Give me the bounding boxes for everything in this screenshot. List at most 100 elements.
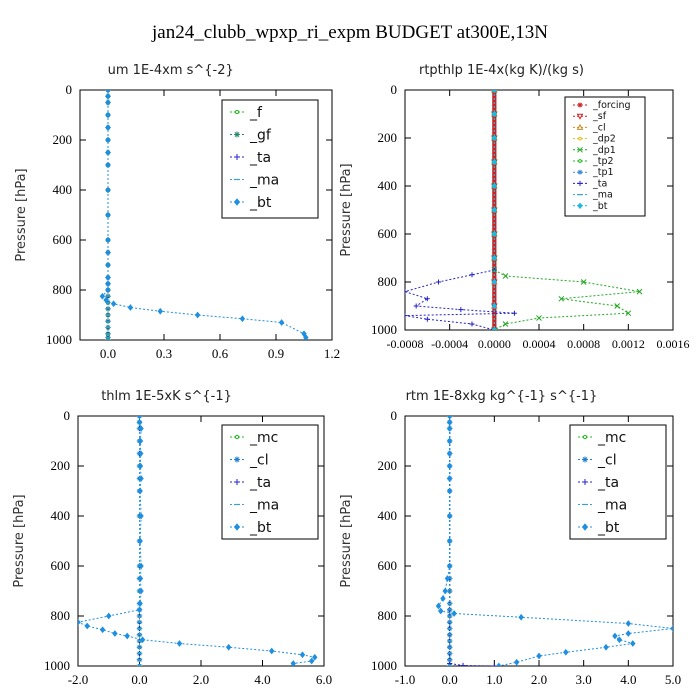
- y-tick-label: 800: [378, 274, 398, 289]
- legend-box: [221, 99, 319, 219]
- y-tick-label: 200: [51, 458, 71, 473]
- x-tick-label: -2.0: [68, 672, 89, 687]
- x-tick-label: 0.6: [212, 346, 229, 361]
- legend-entry-ma: _ma: [249, 498, 279, 514]
- legend-entry-tp2: _tp2: [592, 156, 614, 167]
- x-tick-label: 0.3: [156, 346, 172, 361]
- x-tick-label: 0.0012: [612, 337, 645, 351]
- legend-entry-mc: _mc: [249, 430, 278, 446]
- series-markers-bt: [491, 90, 497, 330]
- legend-entry-ma: _ma: [597, 498, 627, 514]
- series-line-bt: [437, 416, 673, 666]
- legend-entry-cl: _cl: [592, 122, 606, 133]
- y-tick-label: 600: [378, 558, 398, 573]
- y-tick-label: 400: [378, 508, 398, 523]
- plot-frame: [79, 89, 333, 341]
- x-tick-label: 0.0008: [567, 337, 600, 351]
- chart-panel-4: rtm 1E-8xkg kg^{-1} s^{-1} 0 200 400 600 800 1…: [339, 389, 681, 687]
- y-tick-label: 1000: [371, 658, 397, 673]
- legend-entry-ta: _ta: [597, 475, 619, 491]
- series-markers-ta: [447, 416, 497, 666]
- series-line-bt: [101, 90, 307, 338]
- x-tick-label: 0.0016: [657, 337, 690, 351]
- y-tick-label: 400: [51, 508, 71, 523]
- x-tick-label: 0.0004: [523, 337, 556, 351]
- x-tick-label: 0.0: [100, 346, 116, 361]
- series-markers-bt: [435, 416, 673, 666]
- y-tick-label: 1000: [371, 322, 397, 337]
- figure-title: jan24_clubb_wpxp_ri_expm BUDGET at300E,1…: [151, 22, 548, 43]
- series-markers-bt: [99, 90, 309, 340]
- legend-box: [564, 96, 646, 217]
- x-tick-label: 0.0000: [478, 337, 511, 351]
- y-tick-label: 1000: [44, 658, 70, 673]
- x-tick-label: 0.0: [131, 672, 147, 687]
- legend-entry-cl: _cl: [597, 453, 617, 469]
- y-axis-label: Pressure [hPa]: [12, 494, 27, 587]
- legend-entry-dp2: _dp2: [592, 134, 616, 145]
- legend-entry-mc: _mc: [597, 430, 626, 446]
- legend-entry-ta: _ta: [249, 475, 271, 491]
- legend-entry-bt: _bt: [592, 201, 608, 212]
- chart-title: rtm 1E-8xkg kg^{-1} s^{-1}: [406, 389, 598, 404]
- y-tick-label: 1000: [46, 332, 72, 347]
- x-tick-label: 0.9: [268, 346, 284, 361]
- chart-panel-3: thlm 1E-5xK s^{-1} 0 200 400 600 800 1000-2.0 0…: [12, 389, 332, 687]
- series-line-bt: [78, 416, 316, 664]
- series-markers-ta: [405, 90, 517, 330]
- y-tick-label: 200: [378, 458, 398, 473]
- x-tick-label: 2.0: [531, 672, 547, 687]
- legend-entry-ta: _ta: [592, 178, 607, 189]
- y-axis-label: Pressure [hPa]: [14, 168, 29, 261]
- x-tick-label: 0.0: [442, 672, 458, 687]
- y-tick-label: 800: [53, 282, 73, 297]
- legend-entry-ma: _ma: [592, 190, 613, 201]
- x-tick-label: 3.0: [576, 672, 592, 687]
- x-tick-label: 6.0: [316, 672, 332, 687]
- x-tick-label: 2.0: [193, 672, 209, 687]
- legend: _forcing_sf_cl_dp2_dp1_tp2_tp1_ta_ma_bt: [564, 96, 646, 217]
- y-tick-label: 400: [378, 178, 398, 193]
- y-tick-label: 0: [391, 82, 398, 97]
- x-tick-label: 1.0: [486, 672, 502, 687]
- legend: _f _gf _ta _ma _bt: [221, 99, 319, 219]
- chart-title: rtpthlp 1E-4x(kg K)/(kg s): [419, 63, 584, 78]
- chart-title: um 1E-4xm s^{-2}: [108, 63, 234, 78]
- legend-entry-forcing: _forcing: [592, 100, 631, 111]
- x-tick-label: 4.0: [620, 672, 636, 687]
- legend: _mc _cl _ta _ma _bt: [221, 424, 319, 540]
- chart-title: thlm 1E-5xK s^{-1}: [101, 389, 232, 404]
- legend: _mc _cl _ta _ma _bt: [569, 424, 667, 540]
- x-tick-label: 4.0: [254, 672, 270, 687]
- legend-entry-bt: _bt: [597, 520, 620, 536]
- y-tick-label: 600: [378, 226, 398, 241]
- x-tick-label: -0.0004: [431, 337, 468, 351]
- legend-entry-bt: _bt: [249, 195, 272, 211]
- chart-panel-2: rtpthlp 1E-4x(kg K)/(kg s) 0 200 400 600 800 1…: [339, 63, 690, 351]
- x-tick-label: -0.0008: [387, 337, 424, 351]
- legend-entry-f: _f: [249, 105, 263, 121]
- y-tick-label: 200: [53, 132, 73, 147]
- chart-panel-1: um 1E-4xm s^{-2} 0 200 400 600 800 1000 0.0 0.3 0…: [14, 63, 340, 361]
- series-group: [435, 416, 673, 666]
- series-group: [99, 90, 309, 340]
- x-tick-label: 5.0: [665, 672, 681, 687]
- series-group: [405, 90, 643, 330]
- y-axis-label: Pressure [hPa]: [339, 494, 354, 587]
- y-tick-label: 200: [378, 130, 398, 145]
- y-tick-label: 400: [53, 182, 73, 197]
- legend-entry-dp1: _dp1: [592, 145, 616, 156]
- series-group: [78, 416, 318, 666]
- y-tick-label: 600: [51, 558, 71, 573]
- legend-entry-tp1: _tp1: [592, 167, 614, 178]
- y-tick-label: 600: [53, 232, 73, 247]
- y-tick-label: 0: [64, 408, 71, 423]
- series-line-ta: [449, 416, 495, 666]
- y-axis-label: Pressure [hPa]: [339, 163, 354, 256]
- legend-entry-bt: _bt: [249, 520, 272, 536]
- x-tick-label: -1.0: [395, 672, 416, 687]
- y-tick-label: 0: [66, 82, 73, 97]
- y-tick-label: 0: [391, 408, 398, 423]
- legend-entry-cl: _cl: [249, 453, 269, 469]
